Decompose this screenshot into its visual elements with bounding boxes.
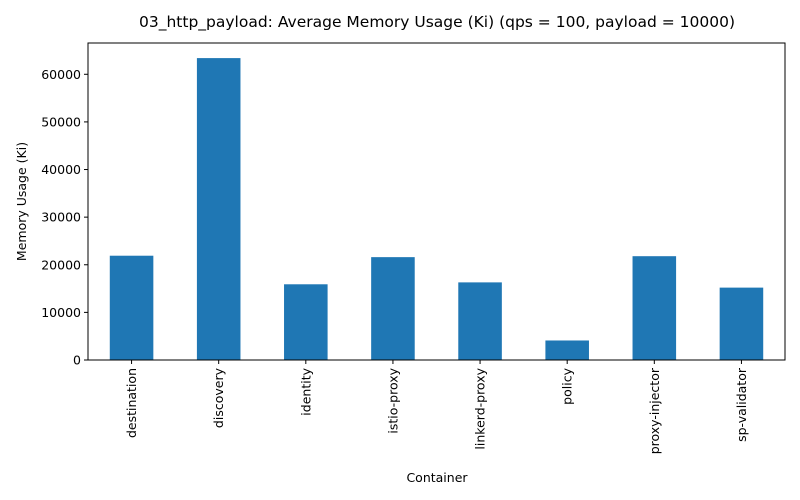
- y-tick-label: 20000: [41, 257, 81, 272]
- chart-title: 03_http_payload: Average Memory Usage (K…: [139, 13, 735, 32]
- x-axis-label: Container: [406, 470, 468, 485]
- y-axis-label: Memory Usage (Ki): [14, 142, 29, 261]
- y-tick-label: 10000: [41, 305, 81, 320]
- y-tick-label: 50000: [41, 114, 81, 129]
- x-tick-label: policy: [560, 367, 575, 404]
- x-tick-label: linkerd-proxy: [473, 367, 488, 449]
- bar-identity: [284, 284, 328, 360]
- bars-group: [109, 58, 764, 360]
- bar-policy: [545, 340, 589, 360]
- y-tick-label: 0: [73, 353, 81, 368]
- x-tick-label: identity: [298, 367, 313, 415]
- x-tick-label: istio-proxy: [385, 367, 400, 433]
- y-tick-label: 60000: [41, 67, 81, 82]
- plot-frame: [87, 42, 786, 361]
- bar-destination: [109, 255, 154, 360]
- x-axis: destination discovery identity istio-proxy l…: [124, 360, 749, 454]
- bar-istio-proxy: [371, 257, 415, 360]
- x-tick-label: destination: [124, 368, 139, 438]
- bar-proxy-injector: [632, 256, 677, 360]
- x-tick-label: sp-validator: [734, 367, 749, 442]
- bar-linkerd-proxy: [458, 282, 502, 360]
- y-tick-label: 40000: [41, 162, 81, 177]
- y-tick-label: 30000: [41, 210, 81, 225]
- x-tick-label: discovery: [211, 367, 226, 428]
- y-axis: 0 10000 20000 30000 40000 50000 60000: [41, 67, 88, 368]
- x-tick-label: proxy-injector: [647, 367, 662, 454]
- bar-discovery: [196, 58, 241, 360]
- bar-sp-validator: [719, 287, 764, 360]
